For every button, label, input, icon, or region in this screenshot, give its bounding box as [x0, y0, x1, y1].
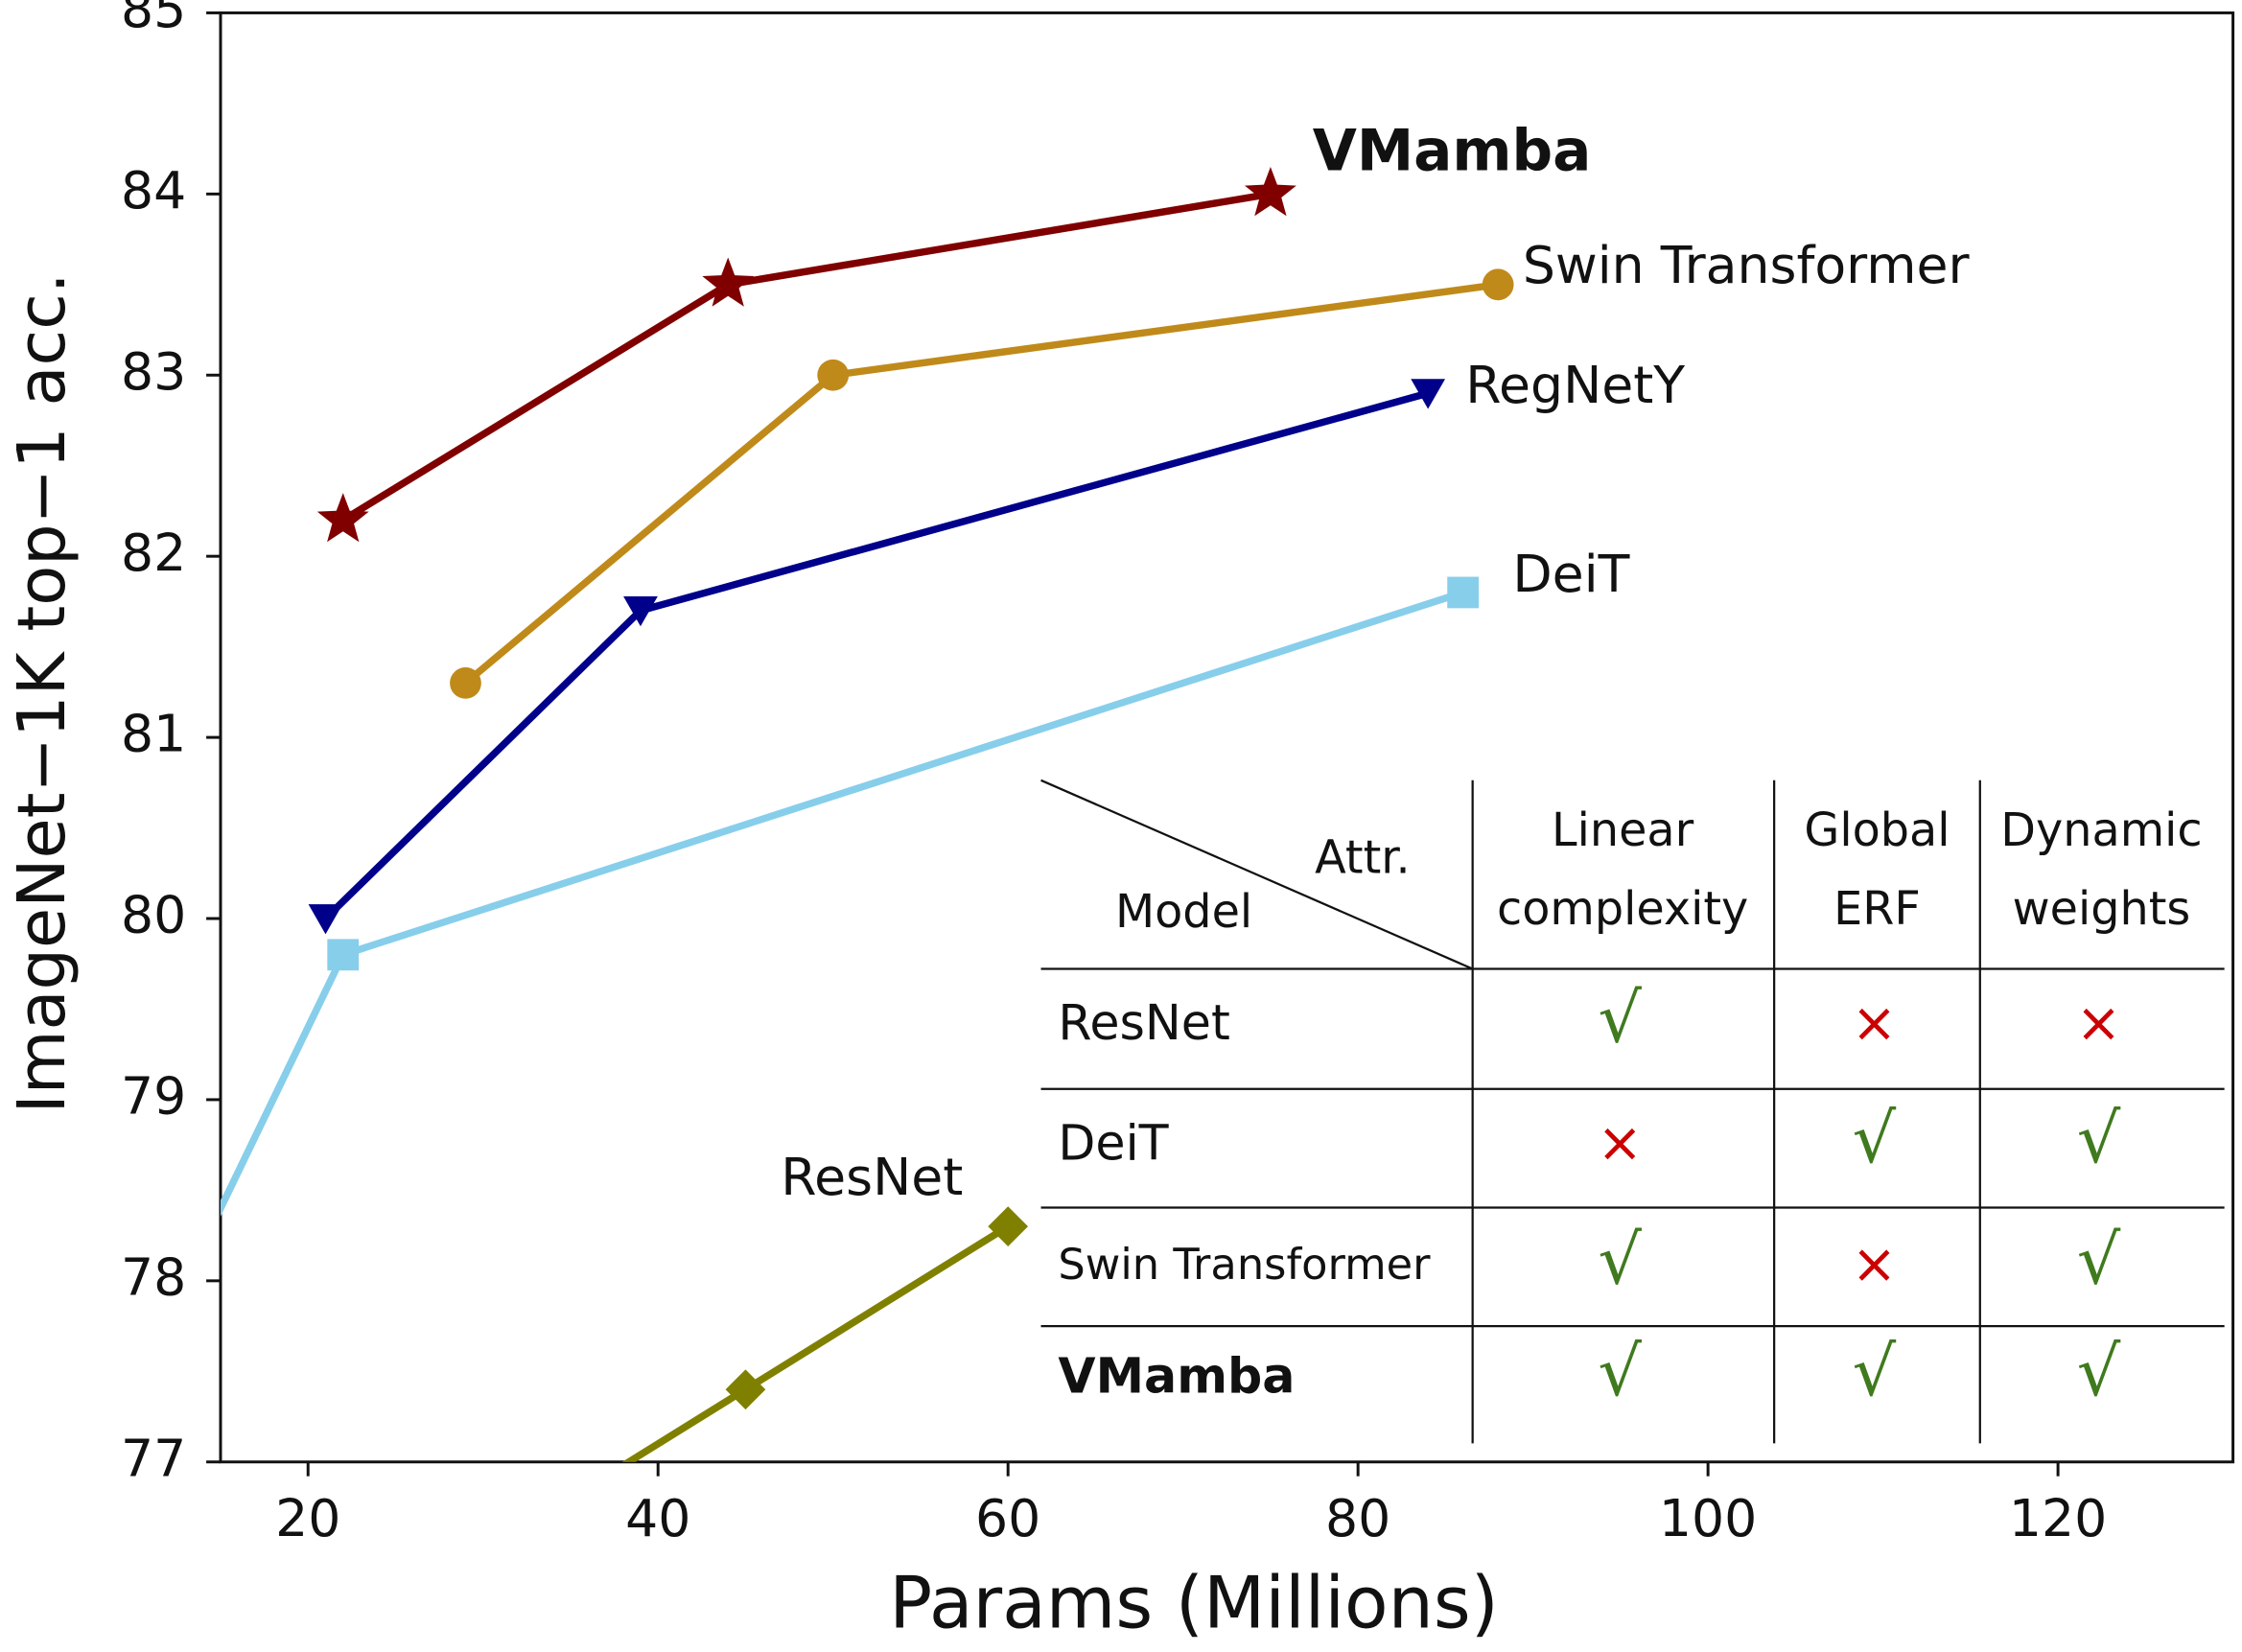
marker [308, 904, 343, 935]
marker [316, 493, 369, 543]
cross: × [1852, 1233, 1897, 1296]
series-line [220, 589, 1464, 1217]
table-header: ERF [1833, 883, 1921, 936]
marker [376, 1587, 416, 1627]
series-label: Swin Transformer [1523, 235, 1971, 295]
series-label: VMamba [1313, 119, 1592, 185]
cross: × [1597, 1111, 1642, 1175]
y-tick-label: 85 [121, 0, 186, 39]
marker [988, 1206, 1029, 1247]
x-tick-label: 40 [625, 1488, 690, 1548]
cross: × [2076, 991, 2121, 1055]
y-tick-label: 81 [121, 704, 186, 764]
x-tick-label: 80 [1325, 1488, 1390, 1548]
table-model: Swin Transformer [1058, 1239, 1431, 1290]
y-tick-label: 77 [121, 1428, 186, 1488]
marker [450, 667, 481, 699]
table-corner-col: Attr. [1315, 831, 1411, 884]
x-tick-label: 20 [275, 1488, 340, 1548]
table-header: Dynamic [2000, 804, 2202, 857]
y-tick-label: 84 [121, 160, 186, 221]
table-header: Linear [1552, 804, 1694, 857]
table-diagonal [1040, 779, 1474, 970]
marker [1244, 167, 1296, 217]
y-axis-label: ImageNet−1K top−1 acc. [4, 272, 81, 1113]
series-line [340, 190, 1272, 524]
marker [1447, 576, 1480, 609]
series-line [621, 1223, 1011, 1462]
marker [327, 939, 360, 971]
check: √ [1598, 979, 1642, 1059]
series-label: DeiT [1512, 544, 1629, 604]
series-label: ResNet [781, 1147, 963, 1207]
marker [623, 595, 658, 627]
table-corner-row: Model [1115, 886, 1252, 939]
check: √ [1598, 1332, 1642, 1411]
check: √ [2077, 1221, 2121, 1300]
marker [1482, 268, 1514, 301]
series-label: RegNetY [1465, 355, 1685, 415]
check: √ [2077, 1332, 2121, 1411]
marker [30, 1555, 61, 1587]
check: √ [1853, 1332, 1897, 1411]
check: √ [1853, 1099, 1897, 1178]
y-tick-label: 79 [121, 1066, 186, 1127]
table-header: weights [2013, 883, 2191, 936]
plot-area [30, 167, 1514, 1627]
x-tick-label: 60 [975, 1488, 1040, 1548]
series-line [463, 281, 1499, 686]
y-tick-label: 78 [121, 1246, 186, 1307]
x-tick-label: 120 [2009, 1488, 2107, 1548]
x-axis-label: Params (Millions) [889, 1561, 1499, 1644]
table-header: Global [1804, 804, 1950, 857]
table-model: VMamba [1058, 1347, 1295, 1404]
y-tick-label: 80 [121, 885, 186, 945]
marker [1411, 379, 1446, 409]
y-tick-label: 82 [121, 523, 186, 583]
check: √ [2077, 1099, 2121, 1178]
x-tick-label: 100 [1659, 1488, 1757, 1548]
table-model: DeiT [1058, 1114, 1169, 1171]
marker [702, 257, 755, 307]
marker [817, 359, 850, 391]
table-header: complexity [1497, 883, 1748, 936]
cross: × [1852, 991, 1897, 1055]
table-model: ResNet [1058, 994, 1229, 1051]
y-tick-label: 83 [121, 341, 186, 402]
check: √ [1598, 1221, 1642, 1300]
marker [725, 1369, 766, 1410]
plot-frame [219, 11, 2235, 1464]
